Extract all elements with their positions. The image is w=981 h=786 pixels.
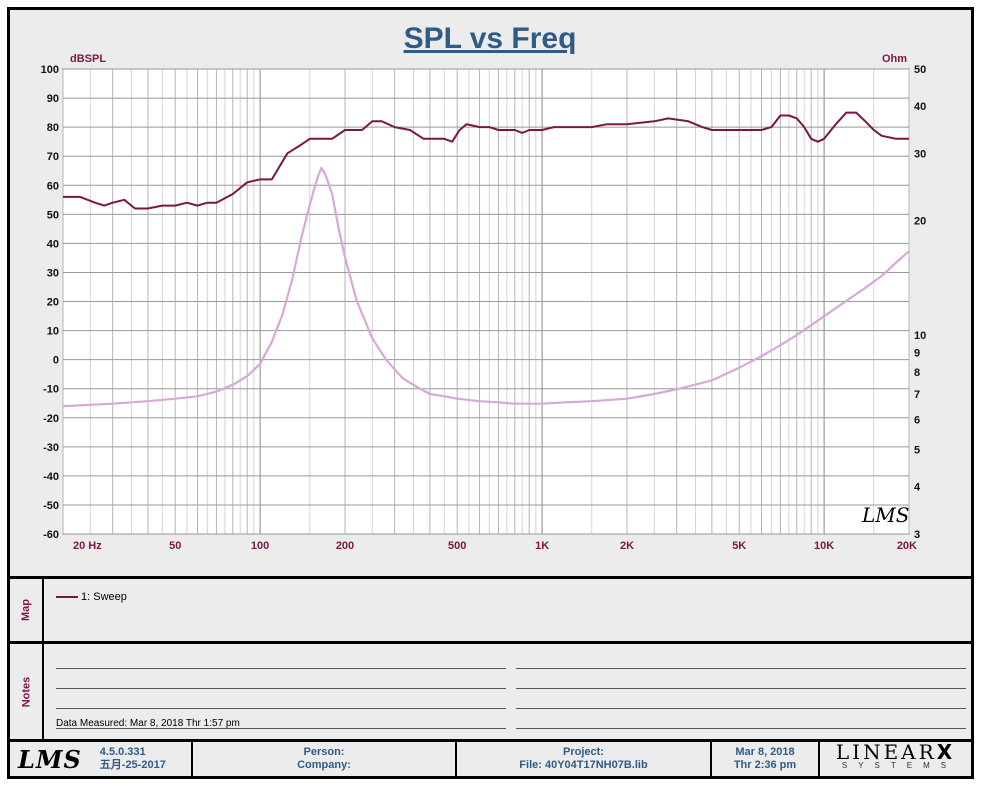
- file-label: File: 40Y04T17NH07B.lib: [519, 759, 648, 771]
- notes-side-label: Notes: [10, 644, 44, 739]
- x-axis-tick-label: 100: [251, 540, 269, 552]
- notes-label: Notes: [20, 676, 32, 707]
- right-axis-tick-label: 5: [914, 445, 920, 457]
- left-axis-tick-label: -40: [43, 471, 59, 483]
- chart-title: SPL vs Freq: [404, 22, 577, 55]
- legend-entry[interactable]: 1: Sweep: [56, 591, 127, 603]
- left-axis-tick-label: 80: [47, 122, 59, 134]
- right-axis-tick-label: 10: [914, 330, 926, 342]
- left-axis-tick-label: -10: [43, 384, 59, 396]
- footer: LMS 4.5.0.331 五月-25-2017 Person: Company…: [10, 739, 971, 776]
- left-axis-tick-label: 50: [47, 209, 59, 221]
- x-axis-tick-label: 1K: [535, 540, 549, 552]
- left-axis-unit: dBSPL: [70, 53, 106, 65]
- linearx-logo: LINEARX: [836, 742, 955, 762]
- right-axis-tick-label: 20: [914, 215, 926, 227]
- left-axis-tick-label: 0: [53, 355, 59, 367]
- brand-sub-text: SYSTEMS: [841, 761, 958, 770]
- version-text: 4.5.0.331: [99, 746, 146, 758]
- note-line[interactable]: [516, 708, 966, 709]
- person-label: Person:: [303, 746, 345, 758]
- right-axis-tick-label: 7: [914, 389, 920, 401]
- left-axis-tick-label: 20: [47, 297, 59, 309]
- left-axis-tick-label: 90: [47, 93, 59, 105]
- footer-date: Mar 8, 2018: [735, 746, 795, 758]
- map-side-label: Map: [10, 579, 44, 641]
- left-axis-tick-label: 100: [41, 64, 59, 76]
- right-axis-tick-label: 3: [914, 529, 920, 541]
- project-label: Project:: [563, 746, 604, 758]
- footer-date-cell: Mar 8, 2018 Thr 2:36 pm: [712, 742, 820, 776]
- x-axis-tick-label: 500: [448, 540, 466, 552]
- version-block: 4.5.0.331 五月-25-2017: [100, 746, 166, 772]
- left-axis-tick-label: 10: [47, 326, 59, 338]
- impedance-curve: [62, 166, 910, 408]
- notes-section: Notes Data Measured: Mar 8, 2018 Thr 1:5…: [10, 641, 971, 739]
- left-axis-tick-label: 60: [47, 180, 59, 192]
- footer-brand-cell: LINEARX SYSTEMS: [820, 742, 971, 776]
- left-axis-tick-label: -30: [43, 442, 59, 454]
- note-line[interactable]: [56, 728, 506, 729]
- note-line[interactable]: [56, 688, 506, 689]
- lms-logo: LMS: [18, 744, 82, 774]
- left-axis-tick-label: 40: [47, 238, 59, 250]
- footer-time: Thr 2:36 pm: [733, 759, 797, 771]
- spl-curve: [63, 111, 909, 210]
- map-label: Map: [20, 599, 32, 621]
- footer-project-cell: Project: File: 40Y04T17NH07B.lib: [457, 742, 712, 776]
- note-line[interactable]: [56, 708, 506, 709]
- right-axis-tick-label: 6: [914, 414, 920, 426]
- right-axis-tick-label: 40: [914, 101, 926, 113]
- right-axis-tick-label: 30: [914, 148, 926, 160]
- map-section: Map 1: Sweep: [10, 576, 971, 641]
- data-measured-text: Data Measured: Mar 8, 2018 Thr 1:57 pm: [56, 718, 240, 729]
- left-axis-tick-label: 70: [47, 151, 59, 163]
- x-axis-tick-label: 20 Hz: [73, 540, 102, 552]
- x-axis-tick-label: 20K: [897, 540, 917, 552]
- note-line[interactable]: [56, 668, 506, 669]
- legend-swatch: [56, 596, 78, 598]
- footer-person-cell: Person: Company:: [193, 742, 457, 776]
- x-axis-tick-label: 10K: [814, 540, 834, 552]
- right-axis-tick-label: 8: [914, 367, 920, 379]
- report-frame: 100 90 80 70 60 50 40 30 20 10 0 -10 -20 -30 -40 -50 -60…: [7, 7, 974, 779]
- legend-label: 1: Sweep: [81, 591, 127, 603]
- build-date-text: 五月-25-2017: [99, 759, 166, 771]
- x-axis-tick-label: 5K: [732, 540, 746, 552]
- brand-x-text: X: [936, 740, 956, 764]
- left-axis-tick-label: -20: [43, 413, 59, 425]
- left-axis-tick-label: 30: [47, 267, 59, 279]
- note-line[interactable]: [516, 688, 966, 689]
- x-axis-tick-label: 200: [336, 540, 354, 552]
- right-axis-tick-label: 4: [914, 481, 921, 493]
- x-axis-tick-label: 50: [169, 540, 181, 552]
- footer-logo-cell: LMS 4.5.0.331 五月-25-2017: [10, 742, 193, 776]
- right-axis-unit: Ohm: [882, 53, 907, 65]
- x-axis-tick-label: 2K: [620, 540, 634, 552]
- brand-main-text: LINEAR: [835, 740, 937, 764]
- chart-area: 100 90 80 70 60 50 40 30 20 10 0 -10 -20 -30 -40 -50 -60…: [10, 10, 971, 576]
- left-axis-tick-label: -60: [43, 529, 59, 541]
- note-line[interactable]: [516, 728, 966, 729]
- note-line[interactable]: [516, 668, 966, 669]
- spl-chart: 1009080706050403020100-10-20-30-40-50-60…: [41, 22, 927, 552]
- lms-watermark: LMS: [861, 503, 909, 527]
- left-axis-tick-label: -50: [43, 500, 59, 512]
- company-label: Company:: [297, 759, 351, 771]
- right-axis-tick-label: 9: [914, 347, 920, 359]
- right-axis-tick-label: 50: [914, 64, 926, 76]
